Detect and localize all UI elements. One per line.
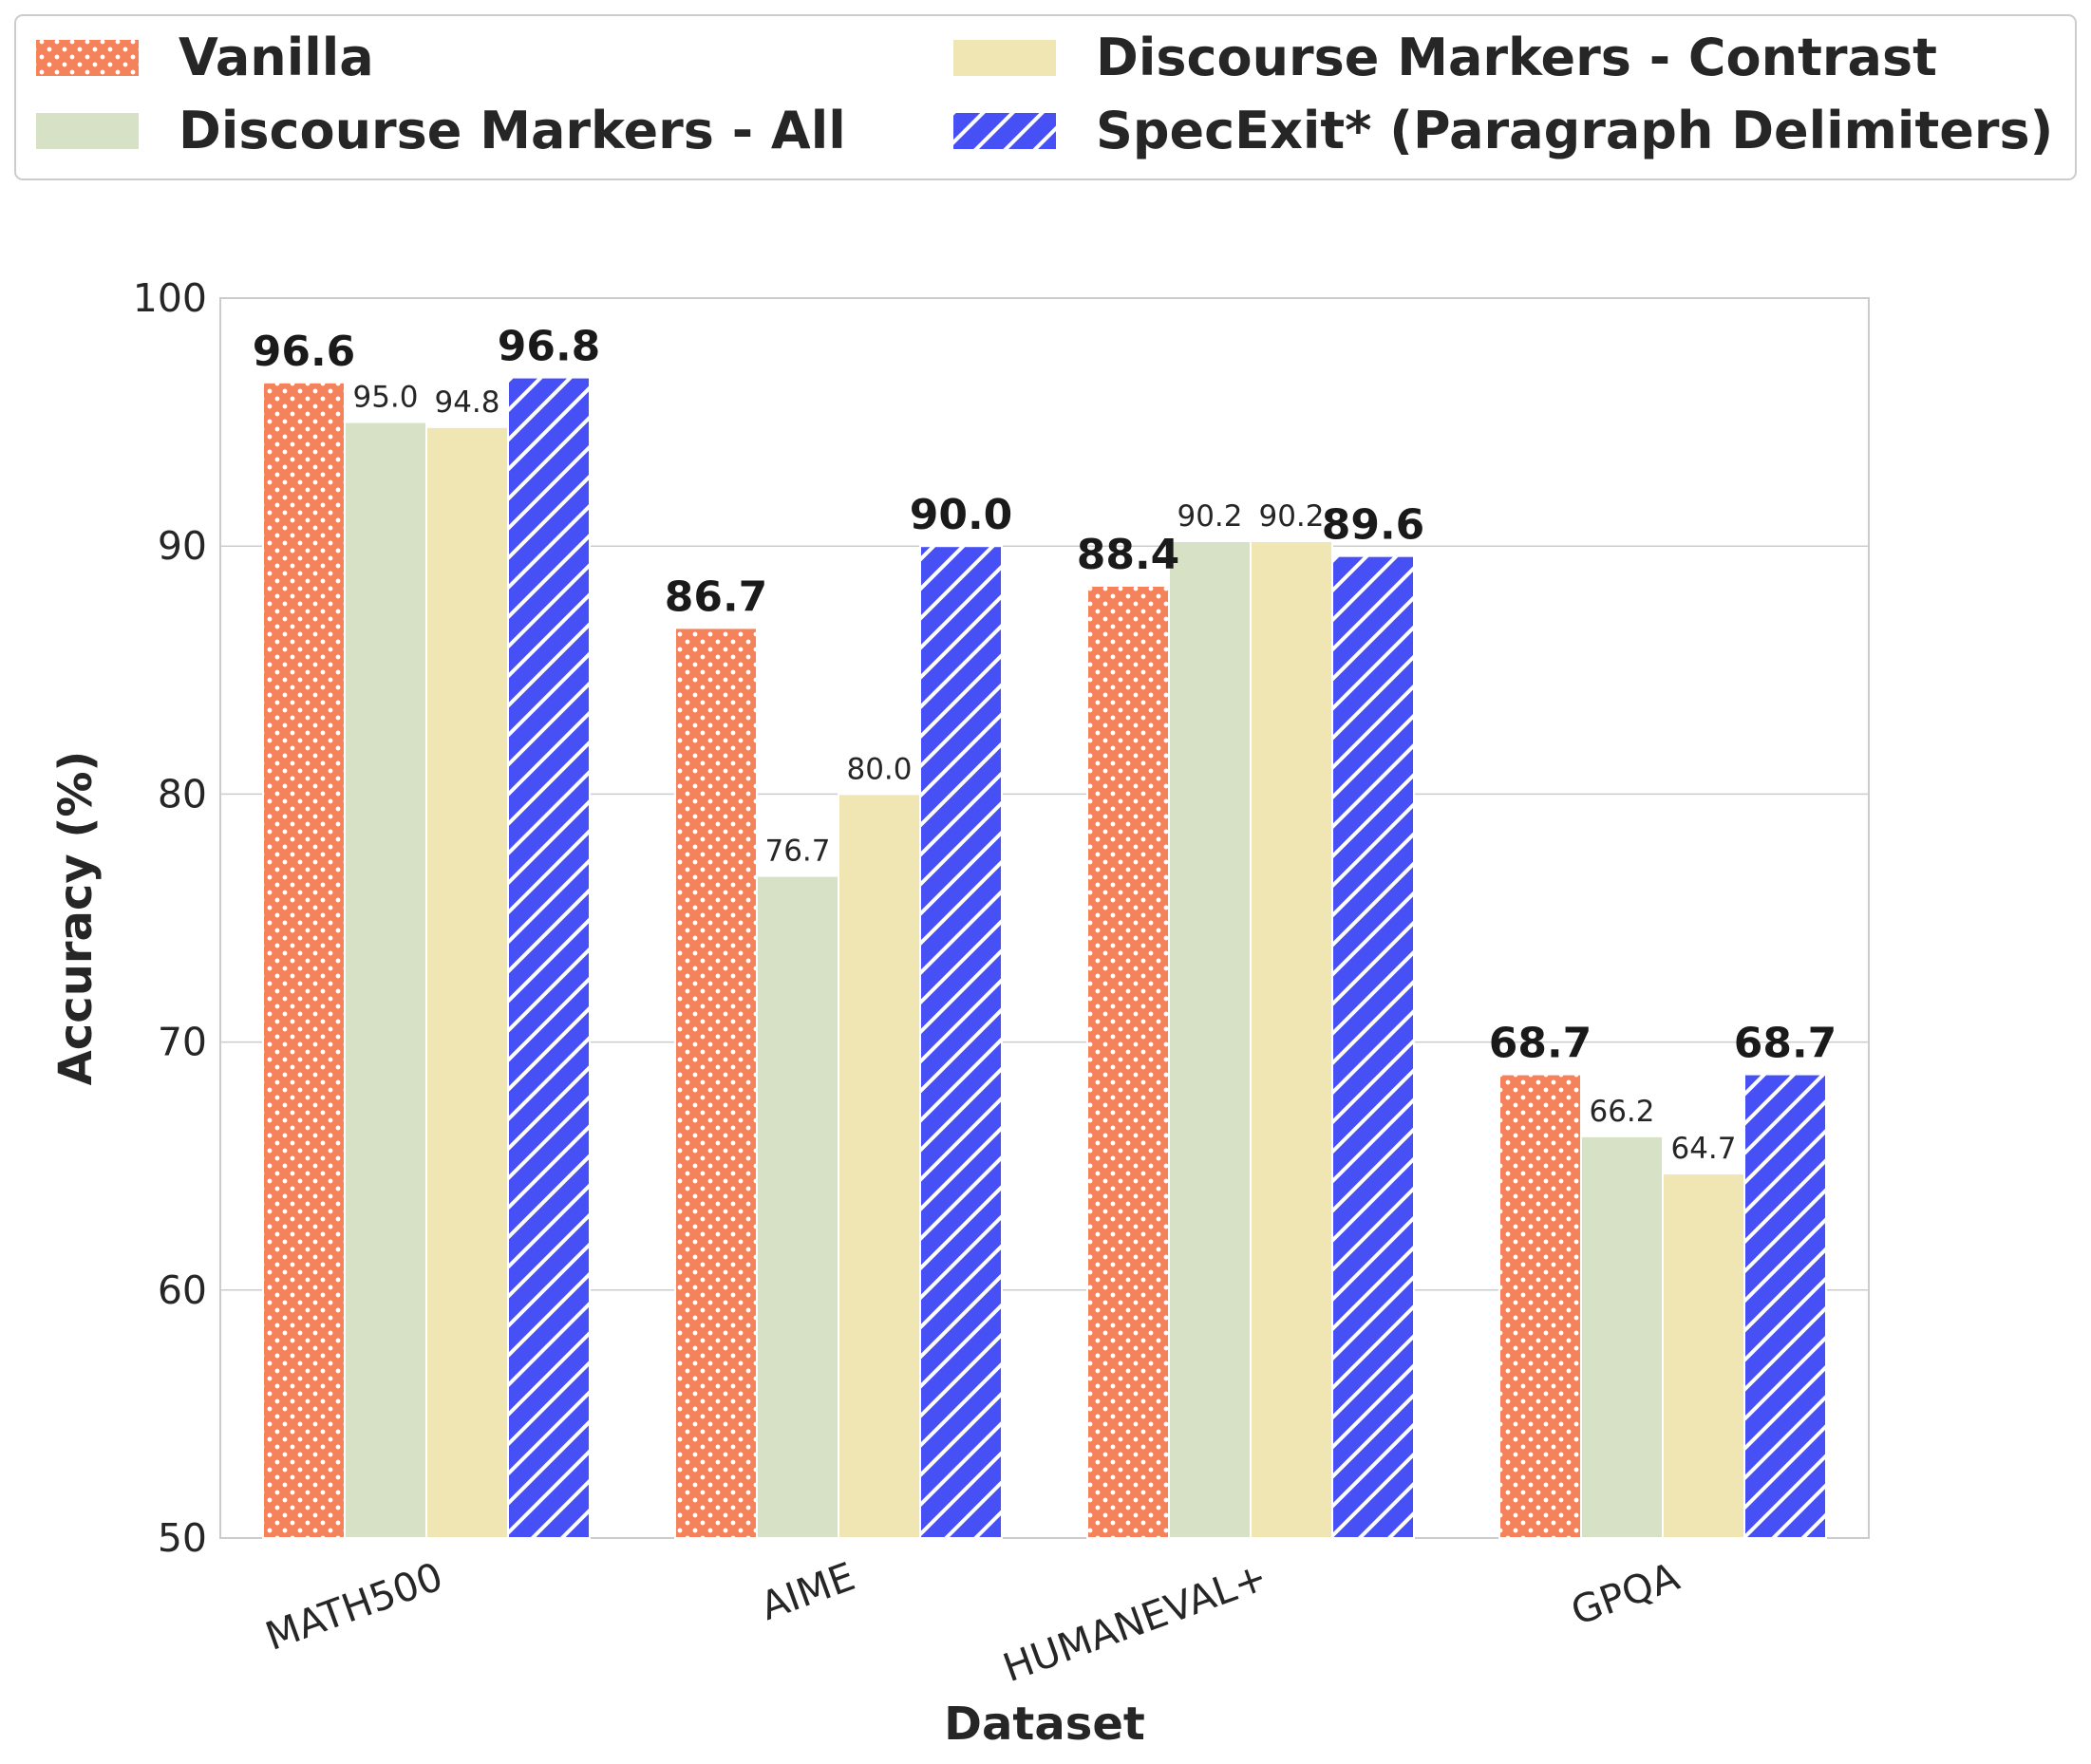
value-label: 88.4 [1077, 531, 1180, 579]
bar-humaneval-series-0 [1086, 584, 1170, 1539]
y-tick-label: 70 [158, 1020, 207, 1065]
bar-gpqa-series-3 [1743, 1073, 1827, 1540]
x-tick-label: AIME [755, 1553, 861, 1629]
bar-aime-series-3 [919, 545, 1003, 1540]
legend-swatch [36, 40, 139, 76]
value-label: 86.7 [665, 572, 768, 621]
value-label: 90.0 [910, 491, 1013, 539]
x-axis-title: Dataset [944, 1698, 1145, 1751]
value-label: 95.0 [352, 381, 418, 415]
legend-box [14, 14, 2077, 180]
x-tick-label: MATH500 [259, 1553, 448, 1660]
bars [262, 376, 1827, 1540]
value-label: 64.7 [1670, 1132, 1736, 1166]
value-label: 96.6 [253, 328, 356, 376]
bar-gpqa-series-2 [1662, 1173, 1745, 1539]
bar-aime-series-0 [674, 627, 758, 1539]
legend-label: Vanilla [179, 28, 374, 87]
bar-aime-series-1 [756, 874, 839, 1539]
value-label: 90.2 [1177, 499, 1242, 534]
y-tick-label: 90 [158, 523, 207, 569]
bar-math500-series-3 [507, 376, 591, 1540]
x-tick-label: HUMANEVAL+ [997, 1553, 1272, 1691]
value-label: 66.2 [1589, 1095, 1654, 1129]
x-axis-ticks: MATH500 AIME HUMANEVAL+ GPQA [259, 1553, 1685, 1691]
value-label: 68.7 [1489, 1020, 1592, 1068]
bar-gpqa-series-0 [1498, 1073, 1582, 1540]
y-axis-ticks: 50 60 70 80 90 100 [133, 275, 207, 1561]
legend-swatch [953, 40, 1056, 76]
value-label: 89.6 [1322, 501, 1425, 550]
legend-label: SpecExit* (Paragraph Delimiters) [1096, 101, 2053, 160]
value-labels: 96.695.0 94.896.886.776.780.090.088.490.2… [253, 323, 1837, 1166]
legend: Vanilla Discourse Markers - All Discourse … [36, 28, 2053, 160]
y-tick-label: 50 [158, 1515, 207, 1561]
value-label: 90.2 [1258, 499, 1324, 534]
y-tick-label: 60 [158, 1267, 207, 1313]
bar-aime-series-2 [838, 793, 921, 1539]
value-label: 80.0 [846, 752, 912, 786]
legend-label: Discourse Markers - Contrast [1096, 28, 1937, 87]
bar-humaneval-series-2 [1250, 539, 1333, 1540]
value-label: 68.7 [1734, 1020, 1837, 1068]
value-label: 94.8 [434, 385, 499, 420]
bar-humaneval-series-3 [1331, 554, 1415, 1540]
legend-label: Discourse Markers - All [179, 101, 846, 160]
bar-humaneval-series-1 [1168, 539, 1252, 1540]
bar-math500-series-1 [344, 421, 427, 1540]
y-axis-title: Accuracy (%) [49, 751, 103, 1086]
bar-math500-series-2 [425, 425, 509, 1540]
legend-swatch [36, 113, 139, 149]
y-tick-label: 80 [158, 771, 207, 816]
bar-gpqa-series-1 [1580, 1135, 1664, 1539]
value-label: 96.8 [498, 323, 601, 371]
value-label: 76.7 [764, 835, 830, 869]
bar-math500-series-0 [262, 381, 346, 1540]
y-tick-label: 100 [133, 275, 207, 321]
legend-swatch [953, 113, 1056, 149]
x-tick-label: GPQA [1565, 1553, 1685, 1634]
